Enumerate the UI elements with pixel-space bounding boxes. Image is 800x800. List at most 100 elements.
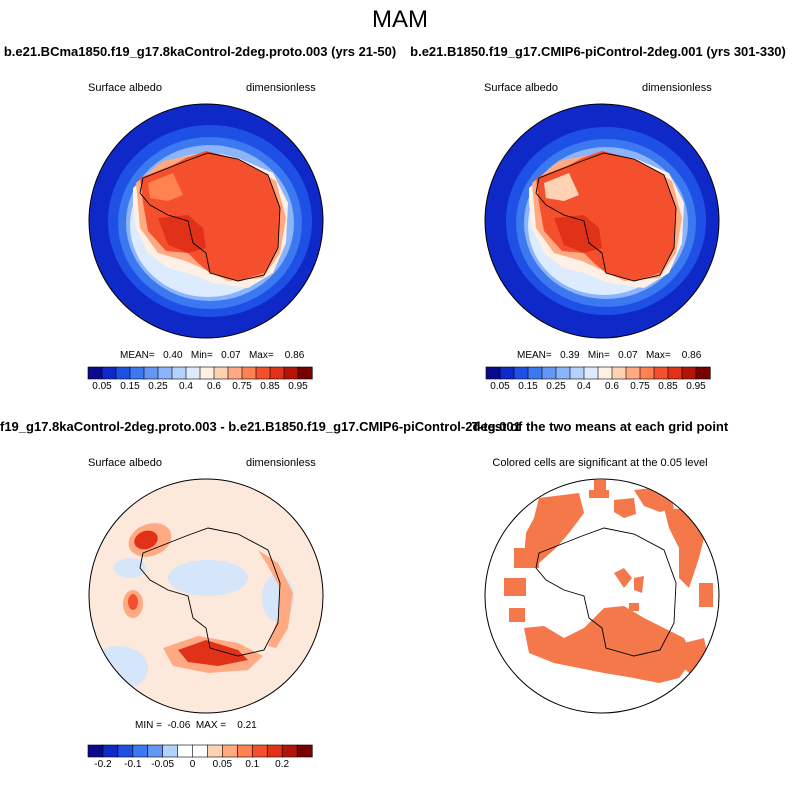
anomaly-peak-weddell: [134, 530, 158, 550]
colorbar-swatch: [213, 366, 229, 380]
colorbar-swatch: [207, 744, 224, 758]
colorbar-swatch: [132, 744, 149, 758]
colorbar-swatch: [681, 366, 697, 380]
variable-label-bottom-left: Surface albedo: [88, 457, 162, 469]
colorbar-swatch: [143, 366, 159, 380]
colorbar-swatch: [251, 744, 268, 758]
units-label-top-left: dimensionless: [246, 82, 316, 94]
colorbar-swatch: [653, 366, 669, 380]
colorbar-tick-label: 0.1: [245, 759, 260, 770]
map-border: [88, 478, 324, 714]
polar-map-bottom-right: [484, 478, 720, 714]
colorbar-tick-label: 0.15: [120, 381, 140, 392]
polar-map-top-left: [88, 103, 324, 339]
colorbar-tick-label: 0.75: [630, 381, 650, 392]
coastline: [535, 152, 677, 282]
figure-title: MAM: [372, 6, 428, 33]
units-label-top-right: dimensionless: [642, 82, 712, 94]
colorbar-swatch: [695, 366, 711, 380]
colorbar-swatch: [222, 744, 238, 758]
colorbar-tick-label: 0.05: [490, 381, 510, 392]
colorbar-swatch: [597, 366, 613, 380]
colorbar-tick-label: 0.95: [686, 381, 706, 392]
colorbar-swatch: [227, 366, 243, 380]
colorbar-tick-label: 0.05: [92, 381, 112, 392]
colorbar-swatch: [541, 366, 557, 380]
panel-title-top-right: b.e21.B1850.f19_g17.CMIP6-piControl-2deg…: [410, 44, 786, 59]
colorbar-swatch: [241, 366, 257, 380]
colorbar-tick-label: -0.2: [94, 759, 112, 770]
colorbar-swatch: [185, 366, 201, 380]
colorbar-tick-label: 0.4: [179, 381, 193, 392]
colorbar-swatch: [266, 744, 283, 758]
colorbar-swatch: [283, 366, 299, 380]
colorbar-swatch: [162, 744, 179, 758]
colorbar-difference: [87, 744, 313, 758]
variable-label-top-right: Surface albedo: [484, 82, 558, 94]
colorbar-swatch: [569, 366, 585, 380]
colorbar-tick-label: 0.85: [260, 381, 280, 392]
colorbar-swatch: [499, 366, 515, 380]
colorbar-ticks-difference: -0.2 -0.1 -0.05 0 0.05 0.1 0.2: [88, 759, 312, 773]
colorbar-swatch: [87, 366, 103, 380]
colorbar-swatch: [129, 366, 145, 380]
colorbar-swatch: [237, 744, 253, 758]
colorbar-swatch: [485, 366, 501, 380]
colorbar-swatch: [157, 366, 173, 380]
colorbar-swatch: [625, 366, 641, 380]
colorbar-swatch: [199, 366, 215, 380]
panel-title-top-left: b.e21.BCma1850.f19_g17.8kaControl-2deg.p…: [3, 44, 397, 59]
colorbar-ticks-top-left: 0.05 0.15 0.25 0.4 0.6 0.75 0.85 0.95: [88, 381, 312, 395]
colorbar-tick-label: 0.2: [275, 759, 290, 770]
colorbar-tick-label: -0.1: [124, 759, 142, 770]
colorbar-swatch: [147, 744, 164, 758]
map-border: [484, 103, 720, 339]
colorbar-tick-label: -0.05: [151, 759, 175, 770]
colorbar-tick-label: 0.75: [232, 381, 252, 392]
colorbar-swatch: [102, 744, 119, 758]
colorbar-swatch: [513, 366, 529, 380]
colorbar-swatch: [117, 744, 134, 758]
coastline: [535, 527, 677, 657]
colorbar-swatch: [281, 744, 298, 758]
colorbar-swatch: [177, 744, 194, 758]
colorbar-tick-label: 0.4: [577, 381, 591, 392]
colorbar-tick-label: 0.6: [207, 381, 221, 392]
colorbar-swatch: [255, 366, 271, 380]
colorbar-swatch: [101, 366, 117, 380]
units-label-bottom-left: dimensionless: [246, 457, 316, 469]
stats-bottom-left: MIN = -0.06 MAX = 0.21: [135, 720, 257, 731]
colorbar-tick-label: 0.25: [546, 381, 566, 392]
colorbar-swatch: [583, 366, 599, 380]
colorbar-tick-label: 0.15: [518, 381, 538, 392]
colorbar-albedo-top-right: [485, 366, 711, 380]
stats-top-left: MEAN= 0.40 Min= 0.07 Max= 0.86: [120, 350, 305, 361]
colorbar-swatch: [192, 744, 209, 758]
colorbar-tick-label: 0.95: [288, 381, 308, 392]
colorbar-tick-label: 0.05: [212, 759, 233, 770]
map-border: [484, 478, 720, 714]
polar-map-bottom-left: [88, 478, 324, 714]
ttest-subtitle: Colored cells are significant at the 0.0…: [492, 457, 708, 469]
coastline: [139, 527, 281, 657]
colorbar-tick-label: 0.25: [148, 381, 168, 392]
colorbar-swatch: [87, 744, 104, 758]
colorbar-swatch: [297, 366, 313, 380]
colorbar-tick-label: 0.85: [658, 381, 678, 392]
colorbar-swatch: [296, 744, 313, 758]
polar-map-top-right: [484, 103, 720, 339]
stats-top-right: MEAN= 0.39 Min= 0.07 Max= 0.86: [517, 350, 702, 361]
colorbar-swatch: [639, 366, 655, 380]
colorbar-swatch: [527, 366, 543, 380]
significant-cells: [504, 480, 713, 683]
colorbar-swatch: [667, 366, 683, 380]
coastline: [139, 152, 281, 282]
colorbar-swatch: [611, 366, 627, 380]
panel-title-bottom-right: T-test of the two means at each grid poi…: [471, 419, 729, 434]
colorbar-swatch: [269, 366, 285, 380]
colorbar-tick-label: 0.6: [605, 381, 619, 392]
colorbar-swatch: [171, 366, 187, 380]
colorbar-tick-label: 0: [189, 759, 196, 770]
variable-label-top-left: Surface albedo: [88, 82, 162, 94]
colorbar-swatch: [555, 366, 571, 380]
